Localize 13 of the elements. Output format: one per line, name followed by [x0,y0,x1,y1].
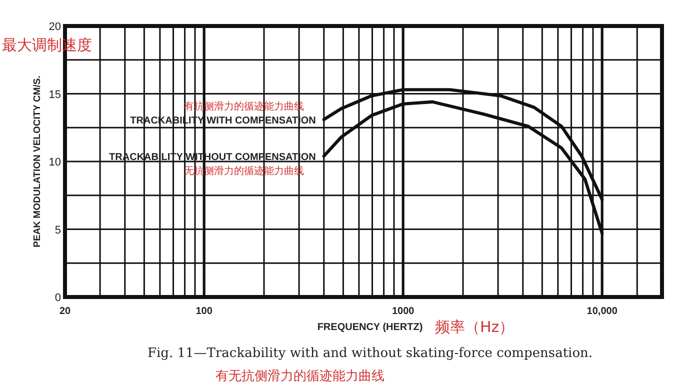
x-tick-label: 1000 [392,306,415,317]
y-tick-label: 5 [54,224,61,236]
text: 频率（Hz） [435,318,514,336]
y-axis-title: PEAK MODULATION VELOCITY CM/S. [32,76,43,248]
y-tick-label: 0 [54,292,61,304]
y-tick-label: 15 [48,88,61,101]
x-axis-title: FREQUENCY (HERTZ) [317,322,423,333]
x-tick-label: 10,000 [586,306,618,317]
text: Fig. 11—Trackability with and without skating-force compensation. [147,346,593,361]
y-tick-label: 20 [48,21,61,33]
x-tick-label: 100 [196,306,213,317]
y-tick-label: 10 [48,156,61,168]
text: 有无抗侧滑力的循迹能力曲线 [216,368,384,384]
